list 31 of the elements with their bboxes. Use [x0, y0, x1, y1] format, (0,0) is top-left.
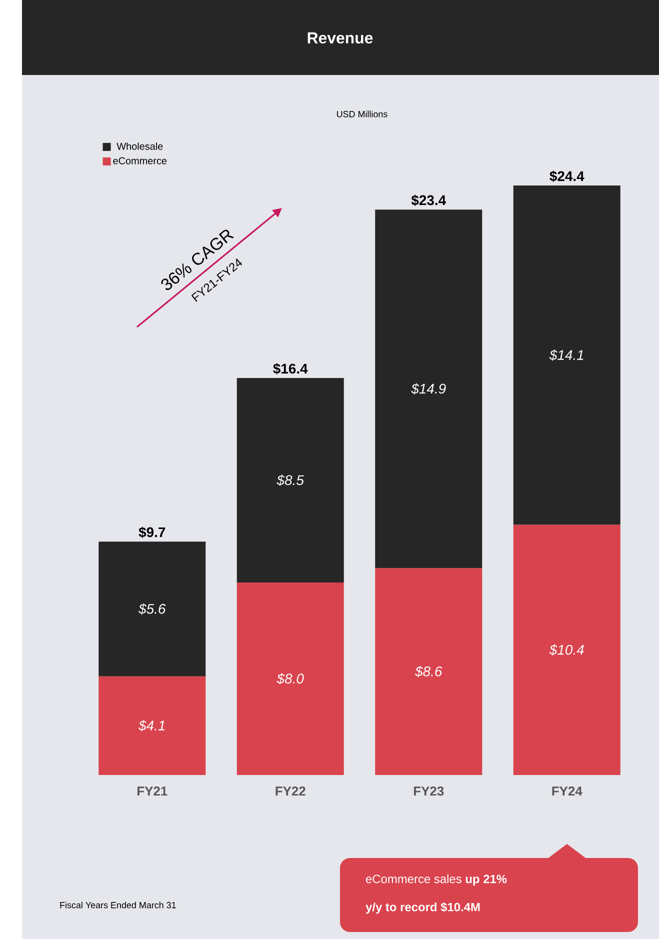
- bar: [513, 186, 620, 525]
- legend-label: Wholesale: [116, 142, 163, 150]
- x-tick-label: FY22: [276, 786, 306, 796]
- chart-title: Revenue: [308, 32, 373, 44]
- chart-subtitle: USD Millions: [337, 110, 388, 118]
- x-tick-label: FY21: [138, 786, 168, 796]
- bar: [513, 524, 620, 775]
- total-label: $16.4: [273, 363, 308, 374]
- bar: [236, 582, 344, 775]
- bar: [375, 210, 482, 568]
- bar: [236, 378, 344, 583]
- total-label: $9.7: [138, 526, 166, 538]
- x-tick-label: FY24: [552, 786, 582, 796]
- data-label: $5.6: [138, 603, 166, 615]
- data-label: $14.9: [411, 383, 446, 394]
- bar: [98, 676, 206, 775]
- text: y/y to record $10.4M: [366, 902, 480, 914]
- total-label: $23.4: [411, 194, 446, 206]
- text: eCommerce sales up 21%: [366, 874, 507, 886]
- data-label: $8.5: [276, 474, 304, 486]
- data-label: $8.0: [276, 673, 304, 684]
- legend-label: eCommerce: [113, 157, 167, 164]
- data-label: $4.1: [138, 720, 165, 732]
- data-label: $10.4: [549, 644, 584, 656]
- bar: [98, 542, 206, 676]
- bar: [375, 568, 482, 775]
- data-label: $14.1: [549, 350, 584, 361]
- data-label: $8.6: [414, 666, 442, 678]
- text: Fiscal Years Ended March 31: [60, 902, 176, 908]
- x-tick-label: FY23: [414, 786, 444, 796]
- total-label: $24.4: [550, 170, 584, 182]
